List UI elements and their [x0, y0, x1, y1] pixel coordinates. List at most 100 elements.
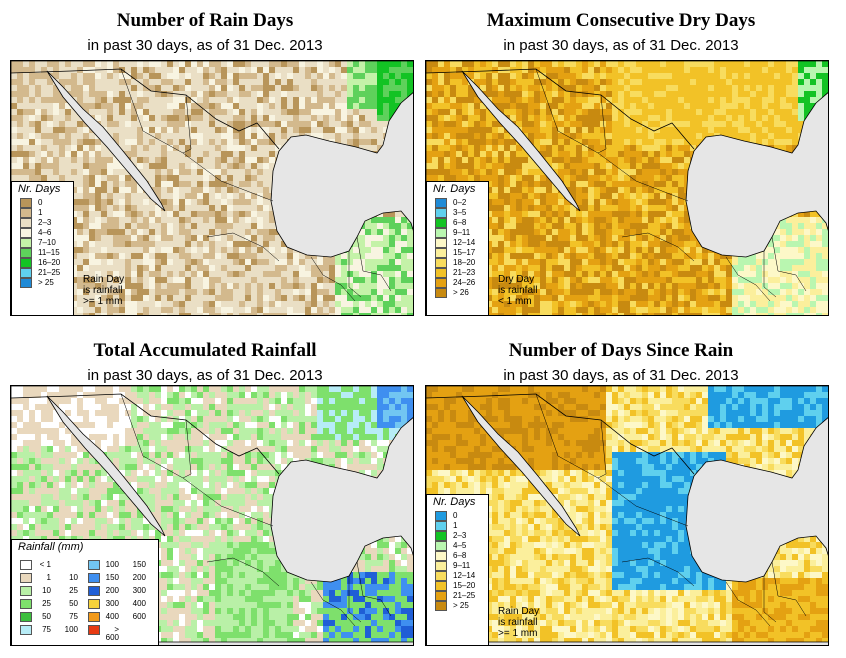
legend-label: 18–20	[453, 258, 476, 267]
state-boundary	[661, 515, 689, 527]
state-boundary	[597, 94, 607, 154]
state-boundary	[725, 581, 771, 627]
legend-range-high: 400	[132, 599, 146, 608]
legend-swatch	[435, 581, 447, 591]
legend-label: 2–3	[38, 218, 52, 227]
map-days-since-rain: Nr. Days 0 1 2–3 4–5 6–8 9–11 12–14 15–20 21–25 >…	[425, 385, 829, 646]
legend-entry: > 26	[427, 288, 488, 298]
panel-subtitle: in past 30 days, as of 31 Dec. 2013	[503, 367, 739, 384]
map-total-rainfall: Rainfall (mm) < 1 1 10 10 25 25 50 50 75 75 100 10…	[10, 385, 414, 646]
legend-entry: 11–15	[12, 248, 73, 258]
state-boundary	[182, 419, 192, 479]
state-boundary	[120, 393, 184, 479]
legend-swatch	[435, 278, 447, 288]
map-canvas	[426, 386, 828, 645]
legend-swatch	[435, 208, 447, 218]
legend-entry: 1 10	[20, 573, 86, 583]
legend-range-high: 10	[69, 573, 78, 582]
legend-entry: < 1	[20, 560, 86, 570]
legend-entry: 18–20	[427, 258, 488, 268]
legend-label: > 26	[453, 288, 469, 297]
legend-label: 11–15	[38, 248, 60, 257]
legend-label: 21–25	[453, 591, 476, 600]
legend-entry: 0	[12, 198, 73, 208]
legend-rain-days: Nr. Days 0 1 2–3 4–6 7–10 11–15 16–20 21–25 > 25	[11, 181, 74, 315]
gulf-of-california	[46, 70, 166, 212]
legend-dry-days: Nr. Days 0–2 3–5 6–8 9–11 12–14 15–17 18–20 21–…	[426, 181, 489, 315]
legend-entry: 9–11	[427, 561, 488, 571]
map-note: Dry Day is rainfall < 1 mm	[498, 274, 538, 307]
legend-entry: 50 75	[20, 612, 86, 622]
legend-label: 21–23	[453, 268, 476, 277]
legend-swatch	[20, 208, 32, 218]
legend-entry: 12–14	[427, 571, 488, 581]
legend-label: 6–8	[453, 218, 467, 227]
legend-entry: 21–25	[12, 268, 73, 278]
legend-entry: 2–3	[12, 218, 73, 228]
legend-swatch	[435, 258, 447, 268]
state-boundary	[182, 94, 192, 154]
legend-range-high: 25	[69, 586, 78, 595]
legend-swatch	[435, 238, 447, 248]
coastline	[426, 386, 828, 643]
legend-swatch	[20, 198, 32, 208]
legend-label: 12–14	[453, 571, 476, 580]
state-boundary	[725, 256, 771, 302]
panel-subtitle: in past 30 days, as of 31 Dec. 2013	[87, 37, 323, 54]
legend-label: 9–11	[453, 228, 471, 237]
gulf-of-california	[46, 395, 166, 537]
legend-label: 1	[453, 521, 458, 530]
state-boundary	[206, 232, 280, 262]
legend-swatch	[435, 551, 447, 561]
legend-range-high: 150	[132, 560, 146, 569]
panel-subtitle: in past 30 days, as of 31 Dec. 2013	[503, 37, 739, 54]
legend-range-low: 400	[105, 612, 119, 621]
legend-swatch	[435, 541, 447, 551]
state-boundary	[356, 236, 392, 292]
map-rain-days: Nr. Days 0 1 2–3 4–6 7–10 11–15 16–20 21–25 > 25…	[10, 60, 414, 316]
legend-entry: 400 600	[88, 612, 154, 622]
state-boundary	[246, 515, 274, 527]
legend-range-low: 200	[105, 586, 119, 595]
legend-label: 0	[453, 511, 458, 520]
state-boundary	[597, 477, 663, 517]
map-dry-days: Nr. Days 0–2 3–5 6–8 9–11 12–14 15–17 18–20 21–…	[425, 60, 829, 316]
panel-dry-days: Maximum Consecutive Dry Days in past 30 …	[416, 0, 829, 318]
legend-entry: 3–5	[427, 208, 488, 218]
legend-entry: > 25	[427, 601, 488, 611]
legend-swatch	[20, 278, 32, 288]
legend-entry: 1	[427, 521, 488, 531]
legend-range-low: 75	[42, 625, 51, 634]
legend-entry: 21–23	[427, 268, 488, 278]
legend-swatch	[20, 586, 32, 596]
legend-swatch	[20, 625, 32, 635]
legend-swatch	[20, 560, 32, 570]
map-note: Rain Day is rainfall >= 1 mm	[83, 274, 125, 307]
legend-swatch	[435, 288, 447, 298]
legend-swatch	[20, 599, 32, 609]
legend-entry: 24–26	[427, 278, 488, 288]
legend-rainfall: Rainfall (mm) < 1 1 10 10 25 25 50 50 75 75 100 10…	[11, 539, 159, 645]
legend-swatch	[88, 625, 100, 635]
legend-entry: 6–8	[427, 218, 488, 228]
legend-entry: 75 100	[20, 625, 86, 635]
legend-range-high: 300	[132, 586, 146, 595]
legend-swatch	[20, 258, 32, 268]
state-boundary	[310, 256, 356, 302]
state-boundary	[246, 190, 274, 202]
legend-entry: 200 300	[88, 586, 154, 596]
legend-range-low: 100	[105, 560, 119, 569]
legend-entry: 15–17	[427, 248, 488, 258]
state-boundary	[535, 68, 599, 154]
legend-swatch	[88, 560, 100, 570]
state-boundary	[771, 236, 807, 292]
legend-swatch	[435, 268, 447, 278]
state-boundary	[356, 561, 392, 617]
state-boundary	[120, 68, 184, 154]
state-boundary	[763, 576, 777, 623]
legend-range-high: 200	[132, 573, 146, 582]
map-canvas	[426, 61, 828, 315]
legend-entry: > 25	[12, 278, 73, 288]
legend-range-low: 10	[42, 586, 51, 595]
coastline	[11, 61, 413, 315]
